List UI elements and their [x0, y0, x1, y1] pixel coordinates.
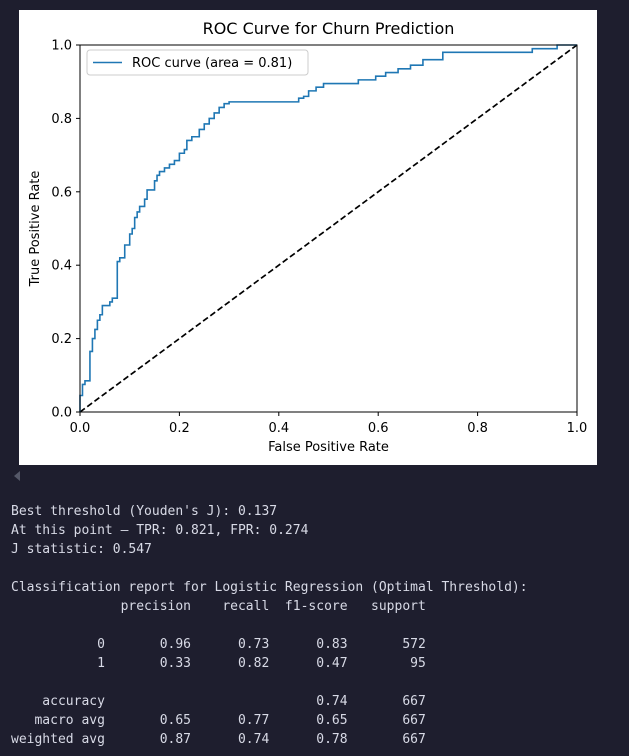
x-axis-label: False Positive Rate	[268, 440, 389, 455]
output-line	[11, 559, 528, 578]
y-tick-label: 0.0	[51, 406, 72, 421]
chance-diagonal-line	[79, 44, 578, 413]
x-tick-label: 0.6	[368, 421, 389, 436]
y-tick-label: 0.4	[51, 259, 72, 274]
x-tick-label: 1.0	[567, 421, 588, 436]
y-tick-label: 1.0	[51, 39, 72, 54]
y-tick-label: 0.2	[51, 332, 72, 347]
legend: ROC curve (area = 0.81)	[86, 49, 309, 76]
y-tick-label: 0.6	[51, 185, 72, 200]
output-line	[11, 616, 528, 635]
output-line	[11, 673, 528, 692]
text-output: Best threshold (Youden's J): 0.137 At thi…	[11, 502, 528, 749]
roc-chart: ROC Curve for Churn Prediction 0.0 0.2 0.4…	[28, 19, 588, 455]
y-axis-ticks: 0.0 0.2 0.4 0.6 0.8 1.0	[51, 39, 80, 421]
legend-entry-roc: ROC curve (area = 0.81)	[132, 56, 292, 71]
scroll-left-arrow-icon[interactable]	[14, 471, 20, 481]
y-axis-label: True Positive Rate	[28, 171, 43, 288]
output-line: Best threshold (Youden's J): 0.137	[11, 504, 278, 519]
chart-title: ROC Curve for Churn Prediction	[203, 19, 455, 38]
x-tick-label: 0.0	[70, 421, 91, 436]
output-line: accuracy 0.74 667	[11, 694, 426, 709]
x-axis-ticks: 0.0 0.2 0.4 0.6 0.8 1.0	[70, 412, 588, 436]
output-line: weighted avg 0.87 0.74 0.78 667	[11, 732, 426, 747]
roc-curve-line	[79, 44, 577, 412]
y-tick-label: 0.8	[51, 112, 72, 127]
output-line: Classification report for Logistic Regre…	[11, 580, 528, 595]
output-line: 0 0.96 0.73 0.83 572	[11, 637, 426, 652]
x-tick-label: 0.2	[169, 421, 190, 436]
chart-series	[79, 44, 578, 413]
legend-box	[86, 49, 309, 76]
plot-area-frame	[79, 44, 578, 413]
output-line: macro avg 0.65 0.77 0.65 667	[11, 713, 426, 728]
output-line: At this point — TPR: 0.821, FPR: 0.274	[11, 523, 309, 538]
x-tick-label: 0.8	[467, 421, 488, 436]
output-line: J statistic: 0.547	[11, 542, 152, 557]
roc-figure: ROC Curve for Churn Prediction 0.0 0.2 0.4…	[19, 10, 597, 465]
output-line: precision recall f1-score support	[11, 599, 426, 614]
output-line: 1 0.33 0.82 0.47 95	[11, 656, 426, 671]
x-tick-label: 0.4	[268, 421, 289, 436]
